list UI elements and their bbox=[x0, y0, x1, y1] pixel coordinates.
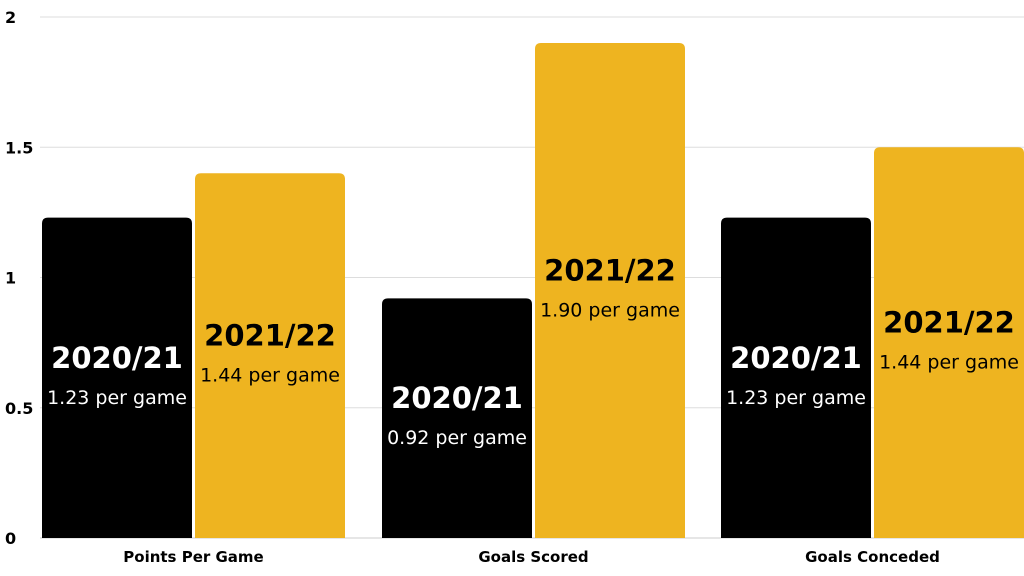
bar bbox=[42, 217, 192, 538]
x-tick-label: Goals Scored bbox=[478, 548, 588, 566]
bar-season-label: 2021/22 bbox=[883, 306, 1015, 340]
bar-value-label: 0.92 per game bbox=[387, 427, 527, 449]
bar bbox=[874, 147, 1024, 538]
bar-season-label: 2020/21 bbox=[730, 341, 862, 375]
y-tick-label: 1 bbox=[5, 269, 16, 288]
y-tick-label: 0 bbox=[5, 529, 16, 548]
x-tick-label: Points Per Game bbox=[123, 548, 263, 566]
bar bbox=[535, 43, 685, 539]
bar-value-label: 1.23 per game bbox=[726, 387, 866, 409]
bar-value-label: 1.44 per game bbox=[879, 352, 1019, 374]
bar-value-label: 1.23 per game bbox=[47, 387, 187, 409]
x-tick-label: Goals Conceded bbox=[805, 548, 940, 566]
y-tick-label: 0.5 bbox=[5, 399, 33, 418]
bar-season-label: 2021/22 bbox=[204, 319, 336, 353]
bar-season-label: 2020/21 bbox=[391, 381, 523, 415]
bar-labels: 2020/21 1.23 per game 2021/22 1.44 per game… bbox=[47, 254, 1019, 450]
bar-season-label: 2020/21 bbox=[51, 341, 183, 375]
y-tick-label: 2 bbox=[5, 8, 16, 27]
y-tick-label: 1.5 bbox=[5, 138, 33, 157]
bar bbox=[382, 298, 532, 538]
bar-value-label: 1.90 per game bbox=[540, 300, 680, 322]
bar-season-label: 2021/22 bbox=[544, 254, 676, 288]
bar bbox=[195, 173, 345, 539]
bar-value-label: 1.44 per game bbox=[200, 365, 340, 387]
bars bbox=[42, 43, 1024, 539]
axes: 0 0.5 1 1.5 2 Points Per Game Goals Scored Goal… bbox=[5, 8, 940, 566]
bar bbox=[721, 217, 871, 538]
